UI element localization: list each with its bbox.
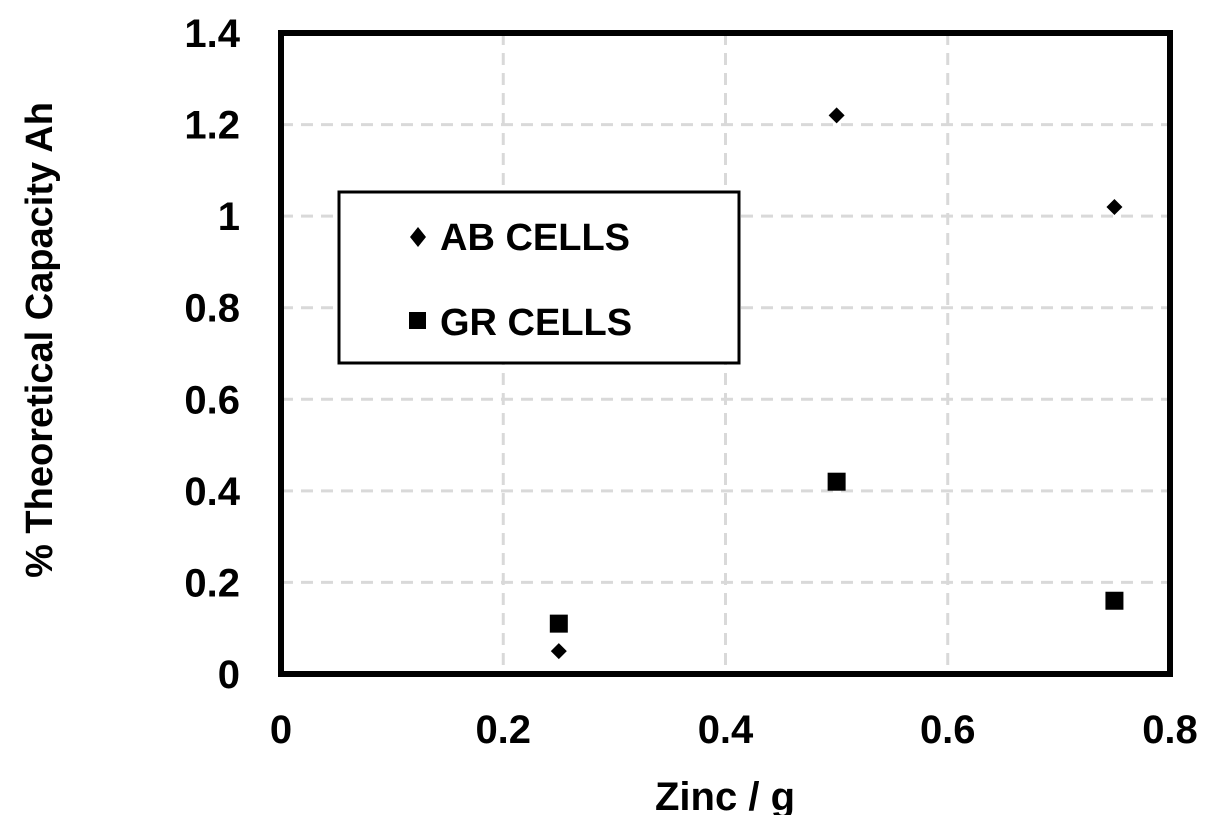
y-tick-label: 1 [218,195,240,239]
x-tick-label: 0.2 [475,708,531,752]
gr-cells-point [827,472,846,491]
legend-label-ab-cells: AB CELLS [440,217,630,259]
y-tick-labels: 0 0.2 0.4 0.6 0.8 1 1.2 1.4 [184,12,240,697]
y-tick-label: 0.4 [184,470,240,514]
gr-cells-point [549,614,568,633]
plot-frame [278,30,1173,677]
x-axis-label: Zinc / g [655,775,795,815]
data-points [549,107,1124,660]
legend-diamond-marker [410,227,426,247]
legend-box [337,190,741,365]
ab-cells-point [828,107,845,124]
gr-cells-point [1105,591,1124,610]
x-tick-labels: 0 0.2 0.4 0.6 0.8 [270,708,1198,752]
y-tick-label: 0.8 [184,287,240,331]
x-tick-label: 0.8 [1142,708,1198,752]
ab-cells-point [550,643,567,660]
y-axis-label: % Theoretical Capacity Ah [19,102,61,578]
y-tick-label: 0.6 [184,378,240,422]
x-tick-label: 0 [270,708,292,752]
legend: AB CELLS GR CELLS [337,190,741,365]
ab-cells-point [1106,198,1123,215]
x-tick-label: 0.6 [920,708,976,752]
legend-label-gr-cells: GR CELLS [440,302,632,344]
legend-square-marker [409,312,426,329]
y-tick-label: 0 [218,653,240,697]
y-tick-label: 0.2 [184,561,240,605]
x-tick-label: 0.4 [698,708,754,752]
y-tick-label: 1.4 [184,12,240,56]
y-tick-label: 1.2 [184,104,240,148]
